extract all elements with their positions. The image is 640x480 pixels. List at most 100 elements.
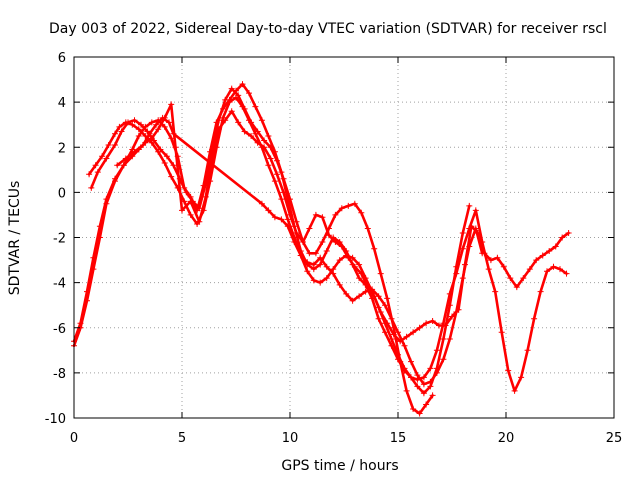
data-point — [174, 153, 181, 160]
data-point — [440, 356, 447, 363]
data-point — [241, 128, 248, 135]
data-point — [338, 205, 345, 212]
data-point — [274, 171, 280, 178]
data-point — [271, 214, 278, 221]
data-point — [228, 108, 235, 115]
axis-ticks — [73, 56, 615, 419]
data-point — [375, 304, 382, 311]
data-point — [427, 383, 434, 390]
data-point — [284, 216, 291, 223]
data-point — [423, 401, 430, 408]
data-point — [500, 263, 507, 270]
data-point — [122, 155, 129, 162]
data-point — [131, 117, 138, 124]
data-point — [267, 155, 274, 162]
data-point — [336, 239, 343, 245]
data-point — [131, 148, 138, 155]
data-point — [252, 130, 259, 137]
data-point — [306, 250, 313, 257]
data-point — [446, 336, 453, 342]
data-point — [312, 211, 319, 218]
data-point — [202, 180, 209, 187]
data-point — [168, 101, 175, 108]
data-point — [323, 275, 330, 282]
data-point — [539, 252, 546, 259]
data-point — [183, 189, 190, 196]
data-point — [563, 270, 570, 277]
data-point — [410, 406, 417, 412]
data-point — [200, 207, 207, 214]
data-point — [479, 250, 486, 257]
data-point — [215, 117, 222, 124]
data-point — [297, 252, 304, 259]
data-point — [239, 103, 246, 110]
data-point — [349, 297, 356, 304]
data-point — [433, 347, 440, 354]
y-tick-label: 6 — [58, 51, 66, 66]
data-point — [429, 318, 436, 324]
data-point — [416, 324, 423, 331]
data-point — [122, 119, 129, 126]
data-point — [271, 178, 278, 185]
data-point — [531, 315, 538, 322]
data-point — [258, 144, 265, 151]
data-point — [459, 275, 466, 282]
data-point — [408, 358, 414, 365]
data-point — [291, 234, 298, 241]
data-point — [317, 261, 324, 268]
data-point — [135, 126, 142, 133]
data-point — [403, 387, 410, 394]
data-point — [524, 347, 531, 354]
data-point — [252, 103, 259, 110]
data-point — [86, 171, 93, 178]
y-tick-label: 2 — [58, 141, 66, 156]
data-point — [557, 266, 563, 273]
data-point — [552, 243, 559, 250]
data-point — [293, 218, 300, 225]
data-point — [103, 155, 110, 162]
data-point — [300, 239, 306, 245]
data-point — [140, 142, 147, 148]
data-point — [258, 117, 265, 124]
data-point — [118, 128, 125, 135]
data-point — [265, 207, 272, 214]
data-point — [287, 196, 293, 203]
data-point — [187, 211, 194, 218]
data-point — [246, 90, 252, 97]
data-point — [135, 133, 142, 139]
grid-lines — [74, 57, 614, 418]
data-point — [377, 270, 384, 277]
series-line — [72, 82, 568, 393]
data-point — [427, 365, 434, 372]
data-point — [267, 144, 274, 151]
data-point — [408, 374, 414, 381]
data-point — [88, 184, 95, 191]
data-point — [112, 130, 118, 137]
data-point — [494, 254, 501, 261]
data-point — [116, 123, 123, 130]
data-point — [209, 146, 216, 153]
data-point — [142, 133, 149, 139]
y-tick-label: -6 — [53, 322, 66, 337]
data-point — [258, 200, 265, 207]
data-point — [112, 178, 118, 185]
data-point — [466, 202, 473, 209]
data-point — [274, 157, 280, 164]
data-point — [317, 254, 324, 261]
data-point — [280, 175, 287, 182]
data-point — [388, 336, 395, 342]
data-point — [226, 99, 233, 106]
data-point — [161, 160, 168, 166]
data-point — [520, 275, 527, 282]
data-point — [278, 196, 285, 203]
data-point — [278, 216, 285, 223]
data-point — [261, 137, 268, 144]
data-point — [453, 263, 460, 270]
data-point — [148, 139, 155, 146]
data-point — [382, 302, 388, 309]
data-point — [518, 374, 525, 381]
data-point — [323, 263, 330, 270]
data-point — [304, 259, 311, 266]
data-point — [416, 410, 423, 417]
